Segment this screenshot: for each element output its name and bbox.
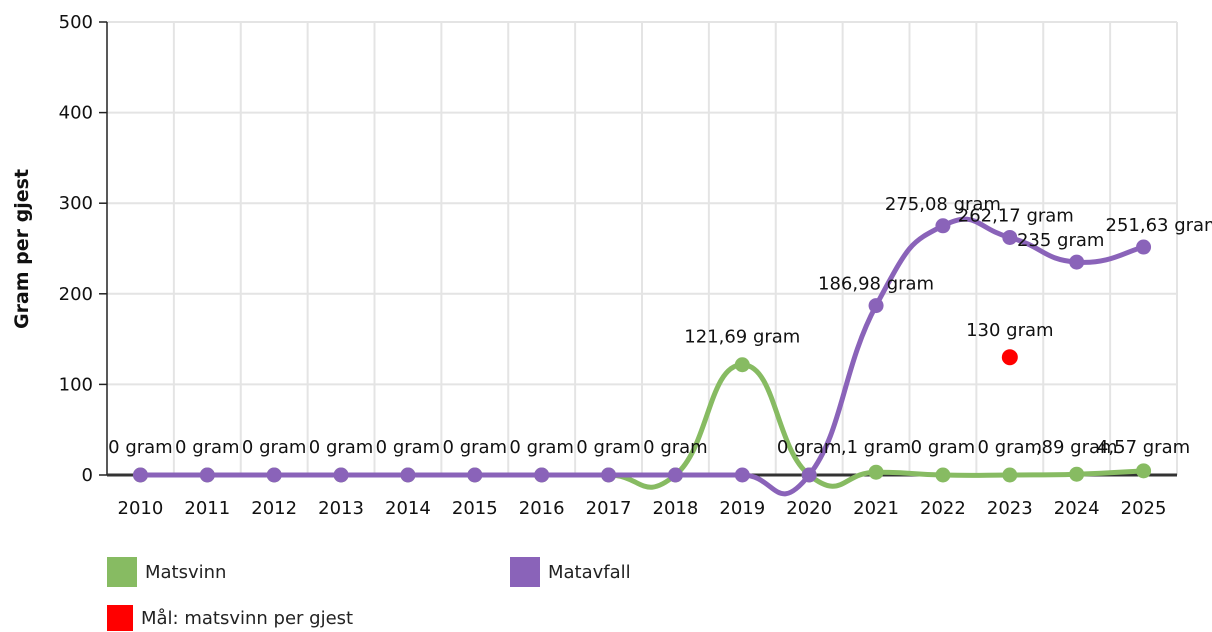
data-point-matsvinn [1069,466,1085,482]
data-label-target: 130 gram [966,320,1053,341]
x-tick-label: 2025 [1121,498,1167,519]
x-tick-label: 2016 [519,498,565,519]
legend-label-matavfall: Matavfall [548,561,631,583]
y-tick-label: 400 [59,103,93,124]
y-axis-label: Gram per gjest [11,169,33,329]
data-point-matavfall [534,467,550,483]
data-point-matavfall [400,467,416,483]
data-label-matavfall: 186,98 gram [818,274,934,295]
data-label-matsvinn: 0 gram [576,437,641,458]
legend-item-matsvinn[interactable]: Matsvinn [107,557,226,587]
data-label-matsvinn: 0 gram [978,437,1043,458]
x-tick-label: 2017 [586,498,632,519]
data-label-matsvinn: 0 gram [509,437,574,458]
x-tick-label: 2021 [853,498,899,519]
data-point-matavfall [935,218,951,234]
x-tick-label: 2020 [786,498,832,519]
data-label-matsvinn: 0 gram [643,437,708,458]
data-point-matsvinn [1002,467,1018,483]
legend-label-matsvinn: Matsvinn [145,561,227,583]
legend-swatch-matavfall [510,557,540,587]
data-point-matavfall [1069,254,1085,270]
data-label-matsvinn: 0 gram [108,437,173,458]
data-label-matavfall: 235 gram [1017,230,1104,251]
data-point-matavfall [734,467,750,483]
x-tick-label: 2019 [719,498,765,519]
series-layer [132,216,1152,497]
y-tick-label: 100 [59,374,93,395]
data-label-matsvinn: 0 gram [443,437,508,458]
data-point-matavfall [801,467,817,483]
data-point-matavfall [601,467,617,483]
x-tick-label: 2022 [920,498,966,519]
data-label-matavfall: 275,08 gram [885,194,1001,215]
data-label-matsvinn: 0 gram [309,437,374,458]
data-label-matavfall: 251,63 gram [1106,215,1212,236]
x-tick-label: 2018 [653,498,699,519]
data-label-matavfall: 262,17 gram [958,205,1074,226]
data-label-matsvinn: 0 gram [376,437,441,458]
x-tick-label: 2024 [1054,498,1100,519]
y-tick-label: 0 [82,465,93,486]
data-label-matsvinn: ,1 gram [841,437,911,458]
x-tick-label: 2023 [987,498,1033,519]
data-point-target [1001,349,1018,366]
data-label-matsvinn: 0 gram [242,437,307,458]
data-point-matavfall [199,467,215,483]
legend-item-maal[interactable]: Mål: matsvinn per gjest [107,605,353,631]
data-label-matsvinn: 4,57 gram [1097,437,1190,458]
data-point-matavfall [266,467,282,483]
data-point-matavfall [467,467,483,483]
data-labels: 0 gram 0 gram 0 gram 0 gram 0 gram 0 gram 0 gr… [108,194,1212,458]
data-point-matavfall [1136,239,1152,255]
legend-swatch-maal [107,605,133,631]
data-point-matavfall [132,467,148,483]
x-tick-label: 2010 [118,498,164,519]
data-label-matsvinn: 121,69 gram [684,327,800,348]
data-label-matsvinn: 0 gram [777,437,842,458]
data-point-matavfall [333,467,349,483]
y-tick-label: 200 [59,284,93,305]
data-point-matsvinn [734,357,750,373]
data-label-matsvinn: 0 gram [175,437,240,458]
legend-label-maal: Mål: matsvinn per gjest [141,607,354,629]
x-tick-label: 2011 [184,498,230,519]
data-point-matsvinn [868,464,884,480]
y-tick-label: 500 [59,12,93,33]
data-point-matavfall [1002,229,1018,245]
legend-item-matavfall[interactable]: Matavfall [510,557,631,587]
y-tick-label: 300 [59,193,93,214]
x-tick-label: 2014 [385,498,431,519]
data-point-matsvinn [935,467,951,483]
legend-swatch-matsvinn [107,557,137,587]
data-point-matavfall [868,298,884,314]
data-point-matsvinn [1136,463,1152,479]
data-label-matsvinn: ,89 gram [1036,437,1118,458]
data-label-matsvinn: 0 gram [911,437,976,458]
x-tick-label: 2013 [318,498,364,519]
x-tick-label: 2012 [251,498,297,519]
data-point-matavfall [667,467,683,483]
x-tick-label: 2015 [452,498,498,519]
